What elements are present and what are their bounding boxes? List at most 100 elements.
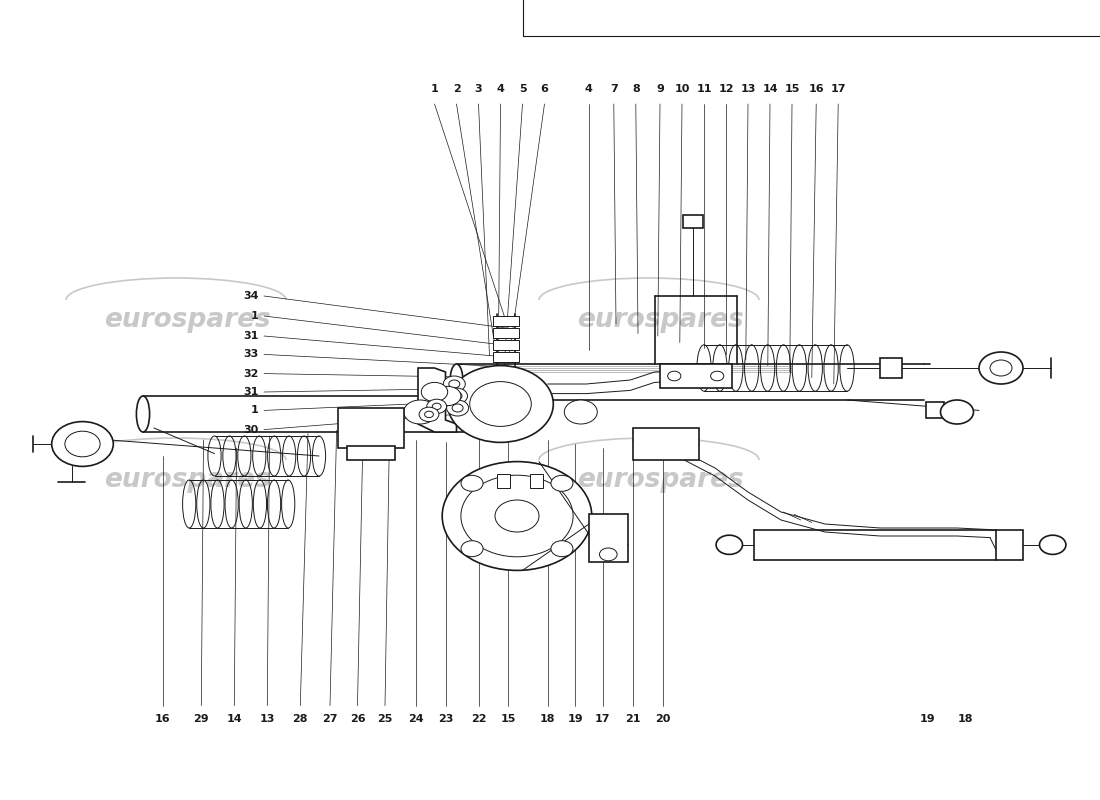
Text: 6: 6 [540, 84, 549, 94]
Text: 15: 15 [784, 84, 800, 94]
Bar [346, 446, 395, 460]
Circle shape [404, 400, 437, 424]
Bar [493, 352, 519, 362]
Text: 31: 31 [243, 387, 258, 397]
Text: eurospares: eurospares [576, 307, 744, 333]
Bar [493, 340, 519, 350]
Circle shape [495, 500, 539, 532]
Text: 16: 16 [155, 714, 170, 723]
Text: 16: 16 [808, 84, 824, 94]
Circle shape [447, 400, 469, 416]
Text: 4: 4 [496, 84, 505, 94]
Bar [683, 215, 703, 228]
Bar [497, 474, 510, 488]
Bar [338, 408, 404, 448]
Text: 2: 2 [452, 84, 461, 94]
Text: 19: 19 [568, 714, 583, 723]
Circle shape [451, 392, 462, 400]
Circle shape [442, 462, 592, 570]
Bar [588, 514, 628, 562]
Text: 27: 27 [322, 714, 338, 723]
Text: 10: 10 [674, 84, 690, 94]
Circle shape [551, 541, 573, 557]
Circle shape [434, 386, 461, 406]
Bar [926, 402, 944, 418]
Text: 32: 32 [243, 369, 258, 378]
Text: 15: 15 [500, 714, 516, 723]
Text: 13: 13 [740, 84, 756, 94]
Text: 4: 4 [584, 84, 593, 94]
Bar [660, 364, 732, 388]
Text: 3: 3 [475, 84, 482, 94]
Bar [530, 474, 543, 488]
Text: 19: 19 [920, 714, 935, 723]
Text: 18: 18 [540, 714, 556, 723]
Circle shape [448, 366, 553, 442]
Text: 5: 5 [519, 84, 526, 94]
Circle shape [452, 404, 463, 412]
Circle shape [52, 422, 113, 466]
Bar [493, 316, 519, 326]
Bar [880, 358, 902, 378]
Text: 34: 34 [243, 291, 258, 301]
Circle shape [461, 475, 573, 557]
Circle shape [600, 548, 617, 561]
Text: 21: 21 [625, 714, 640, 723]
Circle shape [443, 376, 465, 392]
Text: eurospares: eurospares [103, 467, 271, 493]
Text: 20: 20 [656, 714, 671, 723]
Circle shape [940, 400, 974, 424]
Circle shape [711, 371, 724, 381]
Circle shape [427, 399, 447, 414]
Text: 26: 26 [350, 714, 365, 723]
Polygon shape [418, 368, 456, 432]
Text: 24: 24 [408, 714, 424, 723]
Text: 29: 29 [194, 714, 209, 723]
Circle shape [470, 382, 531, 426]
Bar [493, 328, 519, 338]
Text: 28: 28 [293, 714, 308, 723]
Text: 1: 1 [251, 311, 258, 321]
Text: 25: 25 [377, 714, 393, 723]
Circle shape [990, 360, 1012, 376]
Text: 30: 30 [243, 425, 258, 434]
Circle shape [65, 431, 100, 457]
Bar [996, 530, 1023, 560]
Text: 9: 9 [656, 84, 664, 94]
Circle shape [1040, 535, 1066, 554]
Text: 14: 14 [227, 714, 242, 723]
Circle shape [446, 388, 468, 404]
Circle shape [551, 475, 573, 491]
Text: 1: 1 [430, 84, 439, 94]
Text: 8: 8 [631, 84, 640, 94]
Bar [632, 428, 698, 460]
Circle shape [461, 475, 483, 491]
Text: 11: 11 [696, 84, 712, 94]
Text: 13: 13 [260, 714, 275, 723]
Text: 12: 12 [718, 84, 734, 94]
Circle shape [668, 371, 681, 381]
Circle shape [425, 411, 433, 418]
Text: 14: 14 [762, 84, 778, 94]
Text: 31: 31 [243, 331, 258, 341]
Text: 23: 23 [438, 714, 453, 723]
Text: 22: 22 [471, 714, 486, 723]
Circle shape [419, 407, 439, 422]
Text: eurospares: eurospares [103, 307, 271, 333]
Circle shape [449, 380, 460, 388]
Circle shape [421, 382, 448, 402]
Text: 33: 33 [243, 350, 258, 359]
Circle shape [979, 352, 1023, 384]
Ellipse shape [450, 364, 463, 400]
Circle shape [564, 400, 597, 424]
Text: 1: 1 [251, 406, 258, 415]
Text: 7: 7 [609, 84, 618, 94]
Circle shape [432, 403, 441, 410]
Text: eurospares: eurospares [576, 467, 744, 493]
Circle shape [461, 541, 483, 557]
Text: 18: 18 [958, 714, 974, 723]
Ellipse shape [136, 396, 150, 432]
Text: 17: 17 [830, 84, 846, 94]
Circle shape [716, 535, 742, 554]
Text: 17: 17 [595, 714, 610, 723]
